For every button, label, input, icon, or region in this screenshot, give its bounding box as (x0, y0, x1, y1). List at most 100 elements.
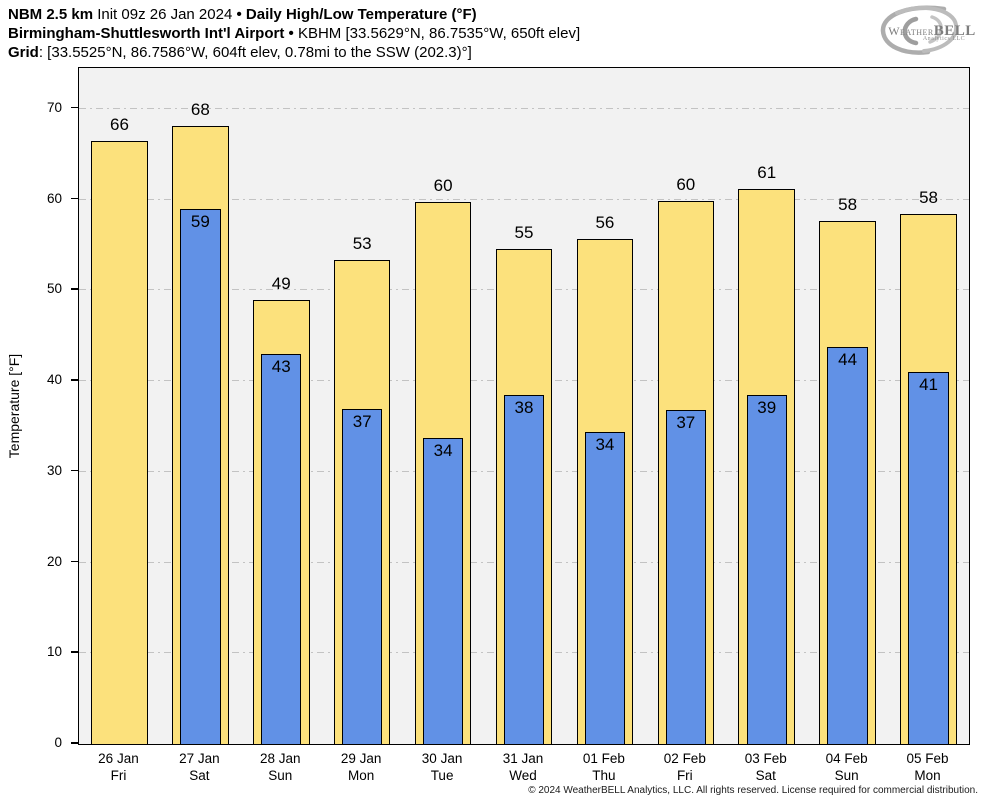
high-value-label: 60 (676, 175, 696, 195)
x-axis-day: Mon (914, 768, 941, 783)
logo-wordmark: WeatherBELL (884, 22, 980, 40)
low-value-label: 44 (838, 350, 858, 370)
low-bar: 34 (422, 438, 464, 744)
x-axis-day: Wed (509, 768, 537, 783)
x-axis-date: 28 Jan (259, 751, 301, 766)
grid-meta: : [33.5525°N, 86.7586°W, 604ft elev, 0.7… (38, 44, 472, 61)
logo-bell-text: BELL (933, 23, 976, 39)
low-value-label: 37 (676, 413, 696, 433)
x-axis-day: Sat (189, 768, 210, 783)
x-axis-day: Tue (430, 768, 454, 783)
x-axis-label: 28 Jan Sun (240, 750, 321, 784)
x-axis-day: Sun (268, 768, 293, 783)
x-axis-date: 29 Jan (340, 751, 382, 766)
y-tick-label: 0 (54, 735, 62, 750)
init-time: Init 09z 26 Jan 2024 (97, 6, 233, 23)
x-axis-date: 05 Feb (906, 751, 949, 766)
x-axis-day: Sun (834, 768, 859, 783)
low-bar: 38 (503, 394, 545, 744)
x-axis-label: 30 Jan Tue (402, 750, 483, 784)
header-line-2: Birmingham-Shuttlesworth Int'l Airport •… (8, 24, 580, 43)
station-meta: KBHM [33.5629°N, 86.7535°W, 650ft elev] (297, 25, 581, 42)
x-axis-date: 03 Feb (744, 751, 787, 766)
x-axis-date: 30 Jan (421, 751, 463, 766)
low-bar: 39 (746, 394, 787, 744)
x-axis-day: Fri (110, 768, 127, 783)
y-tick-label: 30 (46, 462, 62, 478)
high-bar (91, 140, 148, 744)
low-bar: 41 (908, 371, 949, 744)
high-value-label: 58 (838, 195, 858, 215)
low-bar: 43 (261, 353, 302, 744)
y-tick-label: 10 (46, 644, 62, 660)
high-value-label: 60 (433, 176, 453, 196)
x-axis-date: 04 Feb (825, 751, 868, 766)
chart-header: NBM 2.5 km Init 09z 26 Jan 2024 • Daily … (8, 5, 580, 62)
low-bar: 44 (827, 347, 868, 744)
hurricane-swirl-icon (880, 5, 959, 55)
y-tick-mark (71, 197, 78, 200)
x-axis-label: 26 Jan Fri (78, 750, 159, 784)
header-line-3: Grid: [33.5525°N, 86.7586°W, 604ft elev,… (8, 43, 580, 62)
high-value-label: 61 (757, 162, 777, 182)
y-tick-mark (71, 560, 78, 563)
x-axis-date: 02 Feb (663, 751, 706, 766)
low-value-label: 38 (514, 397, 534, 417)
model-name: NBM 2.5 km (8, 6, 94, 23)
low-value-label: 41 (919, 374, 938, 394)
high-value-label: 66 (109, 114, 129, 134)
x-axis-date: 26 Jan (98, 751, 139, 766)
low-bar: 59 (180, 208, 221, 744)
high-value-label: 58 (919, 188, 938, 208)
y-tick-mark (71, 469, 78, 472)
gridline-60 (79, 198, 969, 200)
low-value-label: 39 (757, 397, 777, 417)
low-bar: 37 (665, 410, 707, 744)
grid-label: Grid (8, 44, 39, 61)
x-axis-label: 02 Feb Fri (644, 750, 725, 784)
x-axis-label: 29 Jan Mon (321, 750, 402, 784)
x-axis-date: 27 Jan (179, 751, 220, 766)
low-value-label: 37 (352, 412, 372, 432)
y-tick-mark (71, 742, 78, 744)
plot-area: 66 68 59 49 43 53 37 60 34 55 38 56 34 60 37 61 39 58 44 58… (78, 67, 970, 745)
x-axis-day: Sat (755, 768, 776, 783)
high-value-label: 56 (595, 212, 615, 232)
x-axis-label: 05 Feb Mon (887, 750, 968, 784)
y-tick-mark (71, 379, 78, 381)
header-line-1: NBM 2.5 km Init 09z 26 Jan 2024 • Daily … (8, 5, 580, 24)
separator-dot: • (236, 6, 242, 23)
y-tick-mark (71, 106, 78, 109)
x-axis-date: 01 Feb (582, 751, 625, 766)
high-value-label: 68 (190, 100, 210, 120)
separator-dot: • (288, 25, 294, 42)
low-value-label: 43 (271, 356, 291, 376)
logo-subtext: Analytics LLC (922, 36, 966, 42)
y-tick-label: 40 (46, 372, 62, 388)
x-axis-label: 01 Feb Thu (563, 750, 644, 784)
x-axis-label: 31 Jan Wed (483, 750, 564, 784)
low-value-label: 34 (433, 441, 453, 461)
logo-weather-text: Weather (888, 24, 934, 38)
x-axis-day: Fri (676, 768, 693, 783)
y-tick-label: 20 (46, 553, 62, 569)
weatherbell-logo: WeatherBELL Analytics LLC (872, 4, 980, 58)
low-bar: 37 (341, 409, 383, 744)
x-axis-label: 04 Feb Sun (806, 750, 887, 784)
copyright-notice: © 2024 WeatherBELL Analytics, LLC. All r… (528, 785, 978, 796)
low-value-label: 59 (190, 211, 210, 231)
y-tick-label: 50 (46, 281, 62, 297)
y-tick-label: 60 (46, 190, 62, 206)
high-value-label: 55 (514, 222, 534, 242)
x-axis-day: Thu (592, 768, 616, 783)
product-name: Daily High/Low Temperature (°F) (245, 6, 477, 23)
x-axis-date: 31 Jan (502, 751, 544, 766)
station-name: Birmingham-Shuttlesworth Int'l Airport (8, 25, 285, 42)
high-value-label: 53 (352, 234, 372, 254)
x-axis-label: 03 Feb Sat (725, 750, 806, 784)
high-value-label: 49 (271, 274, 291, 294)
low-value-label: 34 (595, 434, 615, 454)
x-axis-day: Mon (348, 768, 375, 783)
gridline-70 (79, 107, 969, 109)
